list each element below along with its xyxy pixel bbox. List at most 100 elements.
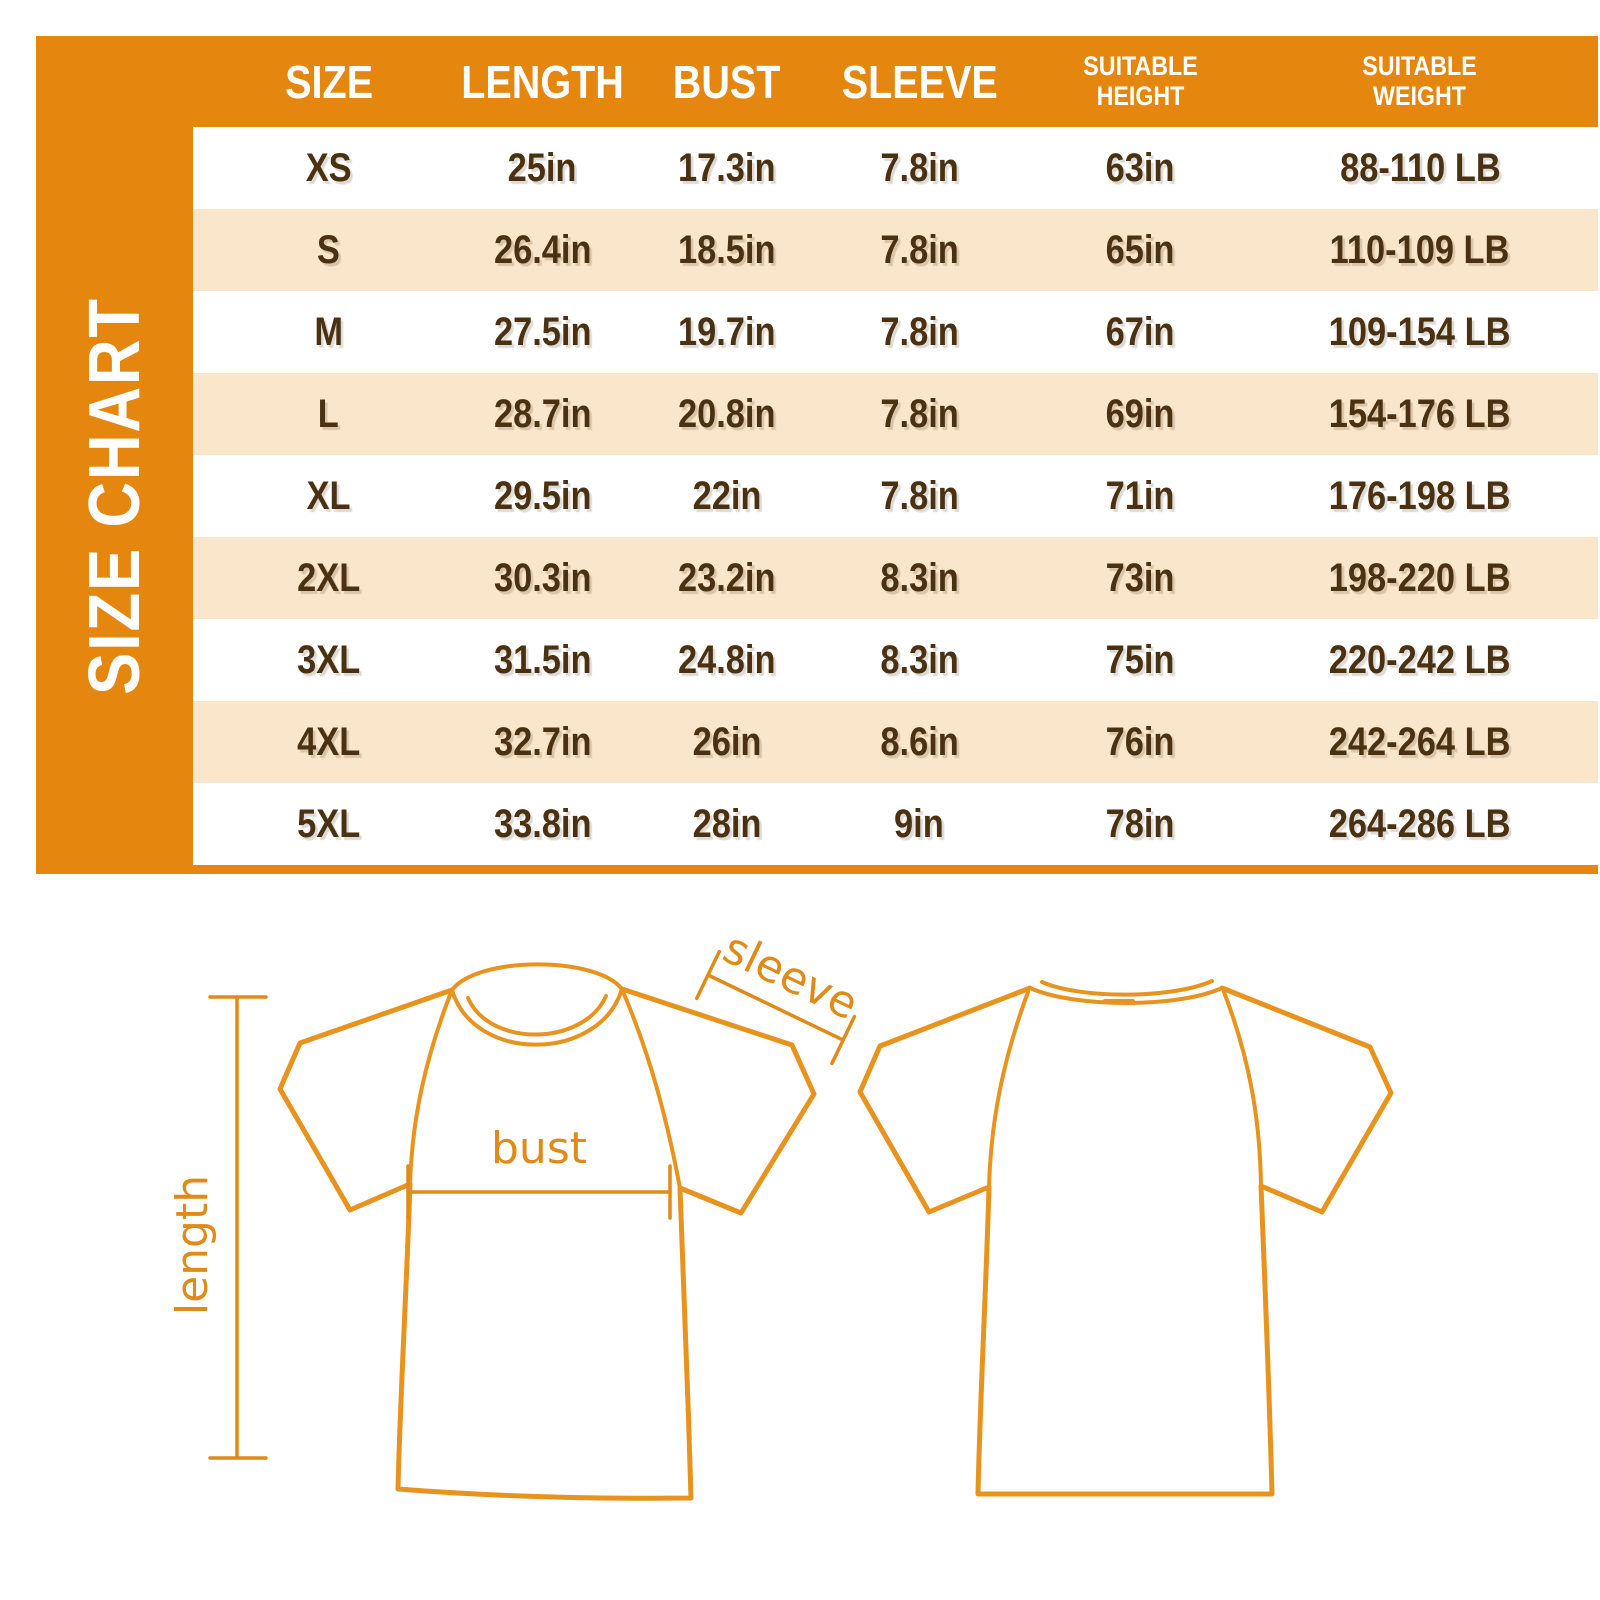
- cell-text: 29.5in: [493, 473, 592, 518]
- back-armhole-seams: [987, 990, 1263, 1189]
- cell-text: 264-286 LB: [1329, 801, 1511, 846]
- size-chart-panel: SIZE CHART SIZE LENGTH BUST SLEEVE SUITABLE …: [36, 36, 1598, 874]
- cell-text: 73in: [1105, 555, 1175, 600]
- cell-text: 31.5in: [493, 637, 592, 682]
- table-cell: 32.7in: [450, 701, 635, 783]
- table-header-row: SIZE LENGTH BUST SLEEVE SUITABLE HEIGHT SUITA…: [193, 36, 1598, 127]
- cell-text: 25in: [508, 145, 577, 190]
- cell-text: 7.8in: [880, 309, 959, 354]
- table-cell: 3XL: [193, 619, 450, 701]
- cell-text: 242-264 LB: [1329, 719, 1511, 764]
- table-cell: 110-109 LB: [1261, 209, 1598, 291]
- column-header: SIZE: [193, 36, 450, 127]
- cell-text: 7.8in: [880, 473, 959, 518]
- table-row: XL 29.5in 22in 7.8in 71in 176-198 LB: [193, 455, 1598, 537]
- front-collar-outer: [450, 962, 624, 1047]
- bust-label: bust: [491, 1123, 587, 1174]
- table-cell: 7.8in: [819, 209, 1020, 291]
- cell-text: 71in: [1105, 473, 1175, 518]
- table-cell: 7.8in: [819, 291, 1020, 373]
- tshirt-back-outline: [857, 985, 1394, 1497]
- column-header-text: SUITABLE WEIGHT: [1362, 50, 1478, 111]
- column-header-text: LENGTH: [461, 55, 624, 108]
- cell-text: 75in: [1105, 637, 1175, 682]
- table-cell: 78in: [1020, 783, 1261, 865]
- column-header: SUITABLE WEIGHT: [1261, 36, 1598, 127]
- table-row: S 26.4in 18.5in 7.8in 65in 110-109 LB: [193, 209, 1598, 291]
- table-cell: 31.5in: [450, 619, 635, 701]
- table-cell: 27.5in: [450, 291, 635, 373]
- table-row: 3XL 31.5in 24.8in 8.3in 75in 220-242 LB: [193, 619, 1598, 701]
- front-collar-inner: [466, 994, 608, 1037]
- table-cell: 8.3in: [819, 619, 1020, 701]
- cell-text: 2XL: [297, 555, 361, 600]
- column-header-text: SLEEVE: [841, 55, 998, 108]
- table-cell: 176-198 LB: [1261, 455, 1598, 537]
- table-cell: 9in: [819, 783, 1020, 865]
- table-cell: 29.5in: [450, 455, 635, 537]
- table-row: 4XL 32.7in 26in 8.6in 76in 242-264 LB: [193, 701, 1598, 783]
- cell-text: 198-220 LB: [1329, 555, 1511, 600]
- cell-text: L: [318, 391, 340, 436]
- vertical-title: SIZE CHART: [36, 127, 193, 865]
- table-cell: XL: [193, 455, 450, 537]
- table-cell: 71in: [1020, 455, 1261, 537]
- sleeve-tick-end: [830, 1014, 857, 1066]
- table-cell: 26in: [635, 701, 819, 783]
- cell-text: 8.3in: [880, 637, 959, 682]
- table-cell: 154-176 LB: [1261, 373, 1598, 455]
- table-cell: 23.2in: [635, 537, 819, 619]
- table-row: L 28.7in 20.8in 7.8in 69in 154-176 LB: [193, 373, 1598, 455]
- column-header: LENGTH: [450, 36, 635, 127]
- size-table: SIZE LENGTH BUST SLEEVE SUITABLE HEIGHT SUITA…: [193, 36, 1598, 865]
- cell-text: 26in: [692, 719, 762, 764]
- table-cell: 264-286 LB: [1261, 783, 1598, 865]
- table-cell: 7.8in: [819, 455, 1020, 537]
- table-cell: 5XL: [193, 783, 450, 865]
- table-cell: 76in: [1020, 701, 1261, 783]
- cell-text: 30.3in: [493, 555, 592, 600]
- table-cell: 4XL: [193, 701, 450, 783]
- column-header-text: SIZE: [284, 55, 373, 108]
- cell-text: 63in: [1105, 145, 1175, 190]
- length-label: length: [167, 1175, 218, 1315]
- cell-text: 24.8in: [678, 637, 776, 682]
- cell-text: 28in: [692, 801, 762, 846]
- cell-text: XS: [305, 145, 352, 190]
- table-cell: 63in: [1020, 127, 1261, 209]
- cell-text: XL: [306, 473, 351, 518]
- cell-text: 69in: [1105, 391, 1175, 436]
- table-cell: 220-242 LB: [1261, 619, 1598, 701]
- cell-text: 27.5in: [493, 309, 592, 354]
- table-row: 5XL 33.8in 28in 9in 78in 264-286 LB: [193, 783, 1598, 865]
- table-cell: 7.8in: [819, 373, 1020, 455]
- cell-text: 5XL: [297, 801, 361, 846]
- cell-text: 220-242 LB: [1329, 637, 1511, 682]
- table-cell: 30.3in: [450, 537, 635, 619]
- table-cell: 25in: [450, 127, 635, 209]
- table-cell: M: [193, 291, 450, 373]
- tshirt-front-outline: [277, 986, 817, 1501]
- cell-text: 8.6in: [880, 719, 959, 764]
- tshirt-back: [857, 979, 1394, 1497]
- table-cell: 8.3in: [819, 537, 1020, 619]
- table-cell: 67in: [1020, 291, 1261, 373]
- measurement-diagram: length bust sleeve: [167, 923, 1394, 1501]
- cell-text: 67in: [1105, 309, 1175, 354]
- cell-text: 65in: [1105, 227, 1175, 272]
- cell-text: 8.3in: [880, 555, 959, 600]
- table-cell: 242-264 LB: [1261, 701, 1598, 783]
- table-cell: 33.8in: [450, 783, 635, 865]
- cell-text: 176-198 LB: [1329, 473, 1511, 518]
- cell-text: 28.7in: [493, 391, 592, 436]
- cell-text: 3XL: [297, 637, 361, 682]
- cell-text: M: [314, 309, 343, 354]
- cell-text: 4XL: [297, 719, 361, 764]
- table-cell: 69in: [1020, 373, 1261, 455]
- table-cell: 2XL: [193, 537, 450, 619]
- cell-text: 78in: [1105, 801, 1175, 846]
- cell-text: 7.8in: [880, 145, 959, 190]
- table-cell: 109-154 LB: [1261, 291, 1598, 373]
- cell-text: 23.2in: [678, 555, 776, 600]
- column-header-text: BUST: [673, 55, 781, 108]
